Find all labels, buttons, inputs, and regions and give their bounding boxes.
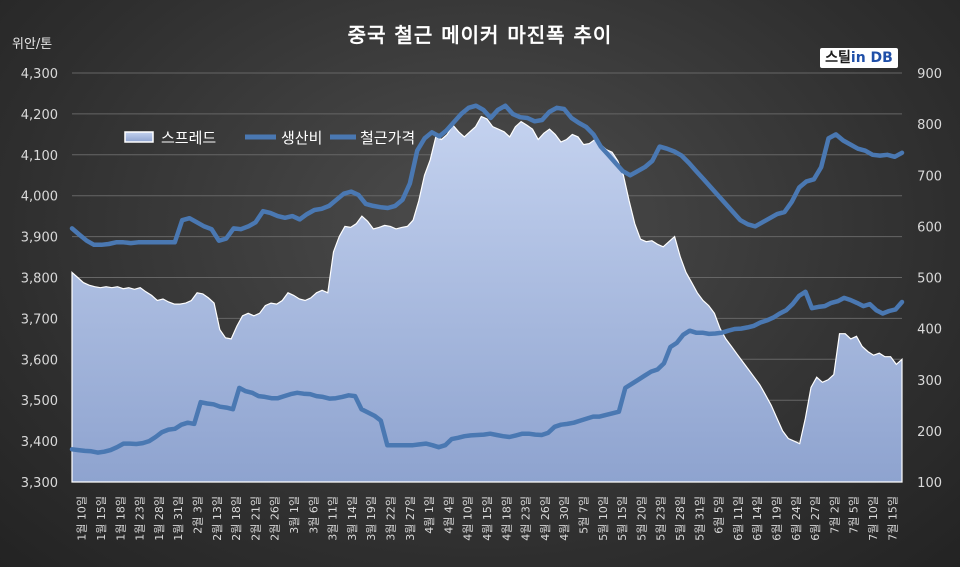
x-tick-label: 3월 27일 xyxy=(403,496,417,541)
x-tick-label: 1월 15일 xyxy=(94,496,108,541)
right-tick-label: 100 xyxy=(917,476,942,491)
x-tick-label: 6월 24일 xyxy=(789,496,803,541)
x-tick-label: 5월 15일 xyxy=(615,496,629,541)
x-tick-label: 4월 30일 xyxy=(557,496,571,541)
left-tick-label: 3,400 xyxy=(21,435,58,450)
series-line-2 xyxy=(69,103,905,248)
x-tick-label: 4월 18일 xyxy=(499,496,513,541)
line-layer xyxy=(69,103,905,455)
x-tick-label: 1월 18일 xyxy=(113,496,127,541)
left-axis-unit: 위안/톤 xyxy=(12,37,52,52)
x-tick-label: 6월 5일 xyxy=(712,496,726,534)
right-tick-label: 700 xyxy=(917,169,942,184)
x-axis-ticks: 1월 10일 1월 15일 1월 18일 1월 23일 1월 28일 1월 31일 2월 3… xyxy=(75,496,900,541)
x-tick-label: 2월 26일 xyxy=(268,496,282,541)
x-tick-label: 3월 1일 xyxy=(287,496,301,534)
series-line-1 xyxy=(69,289,905,455)
left-tick-label: 4,000 xyxy=(21,190,58,205)
x-tick-label: 5월 28일 xyxy=(673,496,687,541)
series-area-0 xyxy=(71,115,903,483)
x-tick-label: 5월 10일 xyxy=(596,496,610,541)
x-tick-label: 3월 19일 xyxy=(364,496,378,541)
right-tick-label: 500 xyxy=(917,272,942,287)
spread-area-layer xyxy=(71,115,903,483)
left-tick-label: 3,600 xyxy=(21,353,58,368)
right-tick-label: 300 xyxy=(917,374,942,389)
legend-label-cost: 생산비 xyxy=(281,129,322,147)
left-tick-label: 4,300 xyxy=(21,67,58,82)
x-tick-label: 4월 1일 xyxy=(422,496,436,534)
x-tick-label: 1월 28일 xyxy=(152,496,166,541)
x-tick-label: 2월 21일 xyxy=(248,496,262,541)
left-tick-label: 3,900 xyxy=(21,231,58,246)
x-tick-label: 5월 20일 xyxy=(634,496,648,541)
legend-swatch-spread xyxy=(124,131,154,143)
left-tick-label: 3,500 xyxy=(21,394,58,409)
x-tick-label: 6월 27일 xyxy=(808,496,822,541)
left-tick-label: 4,200 xyxy=(21,108,58,123)
legend-label-price: 철근가격 xyxy=(360,129,415,147)
left-tick-label: 3,700 xyxy=(21,312,58,327)
x-tick-label: 5월 23일 xyxy=(654,496,668,541)
steelindb-logo: 스틸in DB xyxy=(820,48,898,68)
x-tick-label: 5월 31일 xyxy=(692,496,706,541)
x-tick-label: 6월 14일 xyxy=(750,496,764,541)
x-tick-label: 4월 4일 xyxy=(441,496,455,534)
x-tick-label: 2월 13일 xyxy=(210,496,224,541)
left-tick-label: 3,800 xyxy=(21,272,58,287)
x-tick-label: 7월 2일 xyxy=(827,496,841,534)
right-axis-ticks: 100 200 300 400 500 600 700 800 900 xyxy=(917,67,942,491)
logo-text-db: DB xyxy=(865,50,893,66)
x-tick-label: 1월 23일 xyxy=(133,496,147,541)
x-tick-label: 3월 6일 xyxy=(306,496,320,534)
right-tick-label: 800 xyxy=(917,118,942,133)
x-tick-label: 4월 15일 xyxy=(480,496,494,541)
right-tick-label: 600 xyxy=(917,220,942,235)
left-tick-label: 4,100 xyxy=(21,149,58,164)
left-tick-label: 3,300 xyxy=(21,476,58,491)
right-tick-label: 400 xyxy=(917,323,942,338)
legend: 스프레드 생산비 철근가격 xyxy=(124,129,415,147)
x-tick-label: 4월 26일 xyxy=(538,496,552,541)
x-tick-label: 4월 10일 xyxy=(461,496,475,541)
logo-text-steel: 스틸 xyxy=(825,50,851,66)
x-tick-label: 7월 15일 xyxy=(885,496,899,541)
x-tick-label: 3월 22일 xyxy=(383,496,397,541)
x-tick-label: 1월 10일 xyxy=(75,496,89,541)
x-tick-label: 4월 23일 xyxy=(519,496,533,541)
x-tick-label: 5월 7일 xyxy=(577,496,591,534)
x-tick-label: 2월 3일 xyxy=(190,496,204,534)
x-tick-label: 3월 11일 xyxy=(326,496,340,541)
left-axis-ticks: 3,300 3,400 3,500 3,600 3,700 3,800 3,900 4,000… xyxy=(21,67,58,491)
x-tick-label: 1월 31일 xyxy=(171,496,185,541)
legend-label-spread: 스프레드 xyxy=(161,129,216,147)
x-tick-label: 7월 10일 xyxy=(866,496,880,541)
logo-text-in: in xyxy=(850,50,866,66)
right-tick-label: 900 xyxy=(917,67,942,82)
x-tick-label: 6월 11일 xyxy=(731,496,745,541)
x-tick-label: 2월 18일 xyxy=(229,496,243,541)
right-tick-label: 200 xyxy=(917,425,942,440)
x-tick-label: 3월 14일 xyxy=(345,496,359,541)
x-tick-label: 6월 19일 xyxy=(770,496,784,541)
x-tick-label: 7월 5일 xyxy=(847,496,861,534)
chart-title: 중국 철근 메이커 마진폭 추이 xyxy=(348,23,613,47)
